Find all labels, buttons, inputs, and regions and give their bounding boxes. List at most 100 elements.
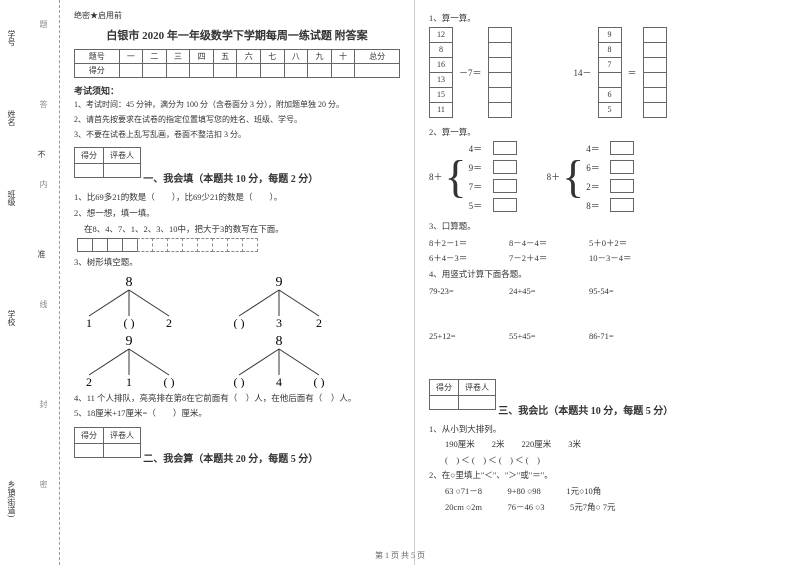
marker-cell: 得分 [430,379,459,395]
brace-prefix: 8＋ [547,170,561,183]
cut-mark: 不 [36,150,47,158]
score-cell [143,64,167,78]
score-header-cell: 四 [190,50,214,64]
num-box: 7 [598,57,622,73]
binding-margin: 学号 姓名 班级 学校 乡镇(街道) 题 答 内 线 封 密 不 准 [0,0,60,565]
ans-box [643,27,667,43]
brace-item: 2＝ [586,180,610,193]
num-box: 6 [598,87,622,103]
score-cell [284,64,308,78]
score-header-cell: 二 [143,50,167,64]
svg-text:2: 2 [86,375,92,388]
binding-field-town: 乡镇(街道) [6,480,17,517]
marker-cell: 评卷人 [104,427,141,443]
marker-empty [75,164,104,178]
box-cell [152,238,168,252]
num-box: 13 [429,72,453,88]
eq-cell: 24+45= [509,284,589,299]
binding-field-class: 班级 [6,190,17,206]
score-cell [213,64,237,78]
score-header-cell: 一 [119,50,143,64]
num-box: 8 [598,42,622,58]
score-cell [166,64,190,78]
tree-diagram: 8 1 ( ) 2 [74,274,184,329]
brace-item: 4＝ [586,142,610,155]
score-header-cell: 十 [331,50,355,64]
svg-text:( ): ( ) [234,375,245,388]
num-box: 11 [429,102,453,118]
q3-1c: ( ) ＜ ( ) ＜ ( ) ＜ ( ) [429,454,786,468]
ans-box [610,141,634,155]
num-box: 9 [598,27,622,43]
q3-2c: 20cm ○2m 76－46 ○3 5元7角○ 7元 [429,501,786,515]
ans-box [488,87,512,103]
ans-box [643,57,667,73]
score-cell [237,64,261,78]
score-header-cell: 五 [213,50,237,64]
equals-label: ＝ [628,66,637,79]
eq-cell: 8＋2－1＝ [429,236,509,251]
num-box: 8 [429,42,453,58]
ans-box [643,72,667,88]
score-header-cell: 题号 [75,50,120,64]
box-cell [242,238,258,252]
svg-text:( ): ( ) [124,316,135,329]
eq-cell: 8－4－4＝ [509,236,589,251]
ans-box [643,42,667,58]
box-cell [92,238,108,252]
marker-box: 得分评卷人 [429,379,496,410]
brace-item: 6＝ [586,161,610,174]
eq-cell: 86-71= [589,329,669,344]
q2-2: 2、算一算。 [429,126,786,140]
answer-column [643,28,667,118]
binding-mark: 题 [38,20,49,34]
instructions-header: 考试须知： [74,84,400,97]
score-cell [331,64,355,78]
q2-1: 1、算一算。 [429,12,786,26]
ans-box [493,160,517,174]
eq-cell: 79-23= [429,284,509,299]
number-column: 12 8 16 13 15 11 [429,28,453,118]
marker-cell: 得分 [75,427,104,443]
marker-empty [104,164,141,178]
q1-3: 3、树形填空题。 [74,256,400,270]
tree-row-1: 8 1 ( ) 2 9 ( ) 3 2 [74,274,400,329]
instruction-line: 1、考试时间：45 分钟，满分为 100 分（含卷面分 3 分），附加题单独 2… [74,99,400,112]
eq-cell: 10－3－4＝ [589,251,669,266]
score-header-cell: 三 [166,50,190,64]
left-column: 绝密★启用前 白银市 2020 年一年级数学下学期每周一练试题 附答案 题号 一… [60,0,415,565]
eq-cell: 25+12= [429,329,509,344]
binding-field-id: 学号 [6,30,17,46]
eq-cell: 6＋4－3＝ [429,251,509,266]
binding-field-name: 姓名 [6,110,17,126]
tree-row-2: 9 2 1 ( ) 8 ( ) 4 ( ) [74,333,400,388]
q1-2b: 在8、4、7、1、2、3、10中，把大于3的数写在下面。 [74,223,400,237]
svg-text:9: 9 [276,275,283,290]
section3-title: 三、我会比（本题共 10 分，每题 5 分） [498,402,673,417]
ans-box [488,27,512,43]
brace-icon: { [562,156,584,197]
num-box: 12 [429,27,453,43]
q3-1b: 190厘米 2米 220厘米 3米 [429,438,786,452]
eq-cell: 95-54= [589,284,669,299]
q3-2b: 63 ○71－8 9+80 ○98 1元○10角 [429,485,786,499]
box-cell [212,238,228,252]
answer-boxes [78,238,400,252]
marker-cell: 评卷人 [459,379,496,395]
minus7-label: －7＝ [459,66,482,79]
eq-cell: 5＋0＋2＝ [589,236,669,251]
box-cell [77,238,93,252]
box-cell [137,238,153,252]
calc-block-1: 12 8 16 13 15 11 －7＝ 14－ 9 8 7 6 5 ＝ [429,28,786,118]
brace-block: 8＋ { 4＝ 9＝ 7＝ 5＝ 8＋ { 4＝ 6＝ 2＝ 8＝ [429,141,786,212]
box-cell [122,238,138,252]
page-footer: 第 1 页 共 5 页 [0,550,800,561]
q1-1: 1、比69多21的数是（ ），比69少21的数是（ ）。 [74,191,400,205]
svg-text:3: 3 [276,316,282,329]
ans-box [610,160,634,174]
score-cell [261,64,285,78]
marker-empty [75,443,104,457]
box-cell [227,238,243,252]
ans-box [488,42,512,58]
right-column: 1、算一算。 12 8 16 13 15 11 －7＝ 14－ 9 8 7 6 [415,0,800,565]
